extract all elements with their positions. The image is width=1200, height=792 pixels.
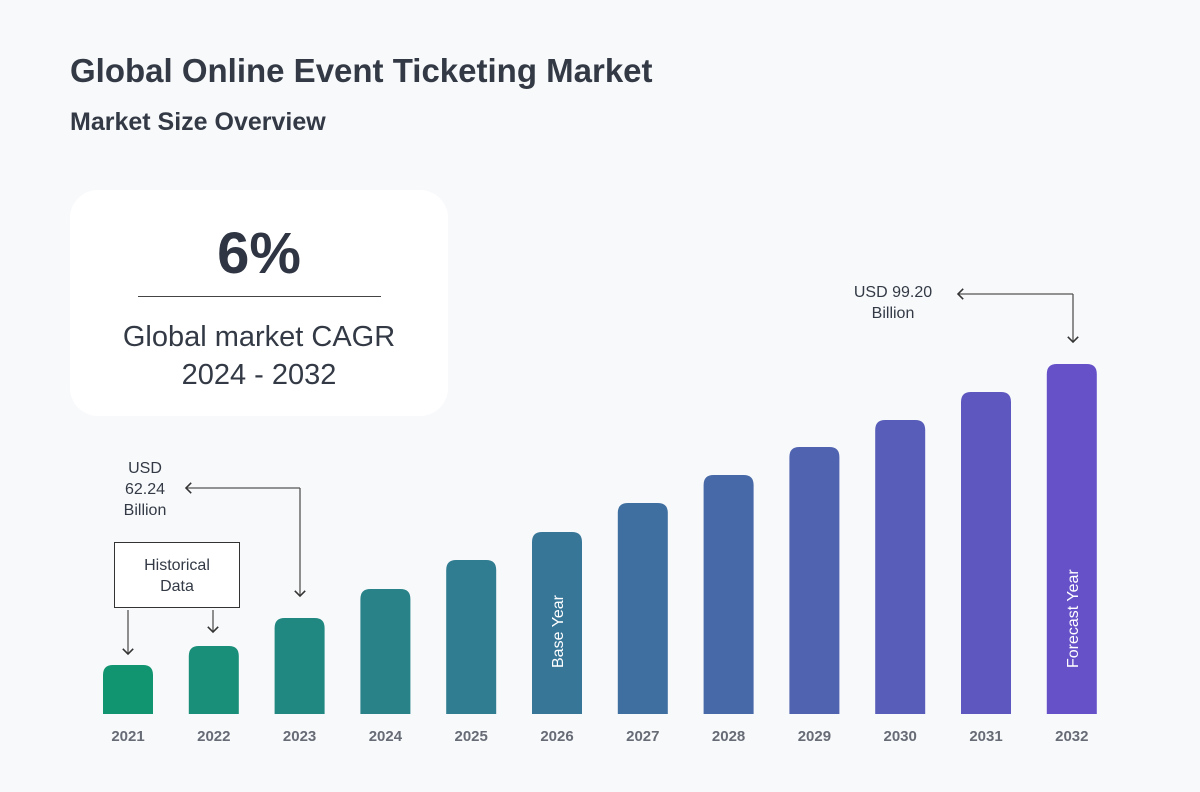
bar-2025	[446, 559, 497, 714]
cagr-card: 6% Global market CAGR 2024 - 2032	[70, 190, 448, 416]
x-tick-label: 2022	[197, 728, 230, 745]
bar-2024	[360, 588, 411, 714]
annotation-2023: USD 62.24 Billion	[110, 458, 180, 521]
annotation-line: Billion	[123, 502, 167, 519]
cagr-label: Global market CAGR 2024 - 2032	[70, 318, 448, 394]
bar-2030	[875, 419, 926, 714]
annotation-line: 62.24	[124, 481, 166, 498]
historical-data-box: Historical Data	[114, 542, 240, 608]
bar-2027	[617, 503, 668, 714]
x-tick-label: 2032	[1055, 728, 1088, 745]
x-tick-label: 2025	[455, 728, 488, 745]
bar-2032	[1046, 363, 1097, 714]
x-tick-label: 2030	[884, 728, 917, 745]
x-tick-label: 2021	[111, 728, 144, 745]
annotation-line: Data	[160, 578, 194, 595]
x-tick-label: 2027	[626, 728, 659, 745]
x-tick-label: 2031	[969, 728, 1002, 745]
x-tick-label: 2026	[540, 728, 573, 745]
divider	[138, 296, 381, 297]
base-year-label: Base Year	[550, 594, 567, 668]
x-tick-label: 2028	[712, 728, 745, 745]
bar-2021	[103, 665, 153, 714]
x-tick-label: 2029	[798, 728, 831, 745]
bar-2028	[703, 474, 754, 714]
annotation-2032: USD 99.20 Billion	[838, 282, 948, 324]
bar-2031	[961, 392, 1011, 714]
forecast-year-label: Forecast Year	[1065, 569, 1082, 668]
cagr-label-line1: Global market CAGR	[122, 321, 396, 353]
bar-2029	[789, 447, 840, 714]
bar-2023	[274, 618, 325, 714]
annotation-line: USD 99.20	[853, 284, 933, 301]
page-title: Global Online Event Ticketing Market	[70, 52, 653, 89]
bar-2022	[188, 645, 239, 714]
annotation-line: USD	[128, 460, 162, 477]
x-tick-label: 2024	[369, 728, 403, 745]
x-tick-label: 2023	[283, 728, 316, 745]
cagr-period: 2024 - 2032	[181, 359, 337, 391]
cagr-value: 6%	[217, 221, 301, 286]
annotation-line: Historical	[144, 557, 210, 574]
bar-2026	[532, 532, 582, 714]
page-subtitle: Market Size Overview	[70, 108, 326, 136]
annotation-line: Billion	[871, 305, 915, 322]
